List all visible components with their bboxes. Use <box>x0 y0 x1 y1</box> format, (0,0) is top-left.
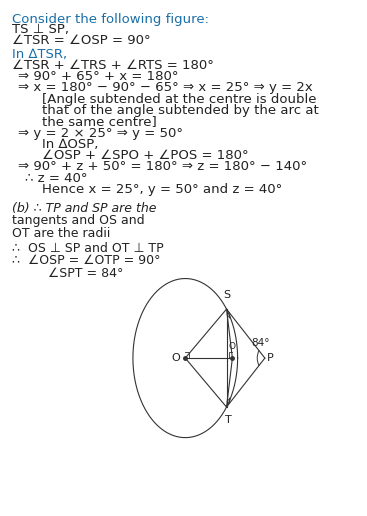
Text: the same centre]: the same centre] <box>42 115 157 128</box>
Text: P: P <box>267 353 274 363</box>
Text: ∠OSP + ∠SPO + ∠POS = 180°: ∠OSP + ∠SPO + ∠POS = 180° <box>42 149 248 162</box>
Text: ∠TSR = ∠OSP = 90°: ∠TSR = ∠OSP = 90° <box>11 34 150 47</box>
Text: ∴  OS ⊥ SP and OT ⊥ TP: ∴ OS ⊥ SP and OT ⊥ TP <box>11 241 163 254</box>
Text: T: T <box>225 415 232 425</box>
Text: S: S <box>223 290 230 300</box>
Text: O: O <box>172 353 181 363</box>
Text: tangents and OS and: tangents and OS and <box>11 214 144 228</box>
Text: Hence x = 25°, y = 50° and z = 40°: Hence x = 25°, y = 50° and z = 40° <box>42 183 282 196</box>
Text: O: O <box>229 342 236 351</box>
Text: ⇒ 90° + z + 50° = 180° ⇒ z = 180° − 140°: ⇒ 90° + z + 50° = 180° ⇒ z = 180° − 140° <box>18 160 308 173</box>
Text: Consider the following figure:: Consider the following figure: <box>11 13 208 26</box>
Text: In ∆OSP,: In ∆OSP, <box>42 138 98 151</box>
Text: ∴  ∠OSP = ∠OTP = 90°: ∴ ∠OSP = ∠OTP = 90° <box>11 254 160 267</box>
Text: OT are the radii: OT are the radii <box>11 227 110 240</box>
Text: ∴ z = 40°: ∴ z = 40° <box>25 172 88 185</box>
Text: (b) ∴ TP and SP are the: (b) ∴ TP and SP are the <box>11 202 156 215</box>
Text: ⇒ x = 180° − 90° − 65° ⇒ x = 25° ⇒ y = 2x: ⇒ x = 180° − 90° − 65° ⇒ x = 25° ⇒ y = 2… <box>18 82 313 94</box>
Text: TS ⊥ SP,: TS ⊥ SP, <box>11 23 69 37</box>
Text: ∠TSR + ∠TRS + ∠RTS = 180°: ∠TSR + ∠TRS + ∠RTS = 180° <box>11 59 213 72</box>
Text: ∠SPT = 84°: ∠SPT = 84° <box>11 267 123 280</box>
Text: ⇒ y = 2 × 25° ⇒ y = 50°: ⇒ y = 2 × 25° ⇒ y = 50° <box>18 126 183 140</box>
Text: In ∆TSR,: In ∆TSR, <box>11 47 67 60</box>
Text: 84°: 84° <box>251 338 270 348</box>
Text: ⇒ 90° + 65° + x = 180°: ⇒ 90° + 65° + x = 180° <box>18 70 179 83</box>
Text: [Angle subtended at the centre is double: [Angle subtended at the centre is double <box>42 93 316 106</box>
Text: that of the angle subtended by the arc at: that of the angle subtended by the arc a… <box>42 104 319 117</box>
